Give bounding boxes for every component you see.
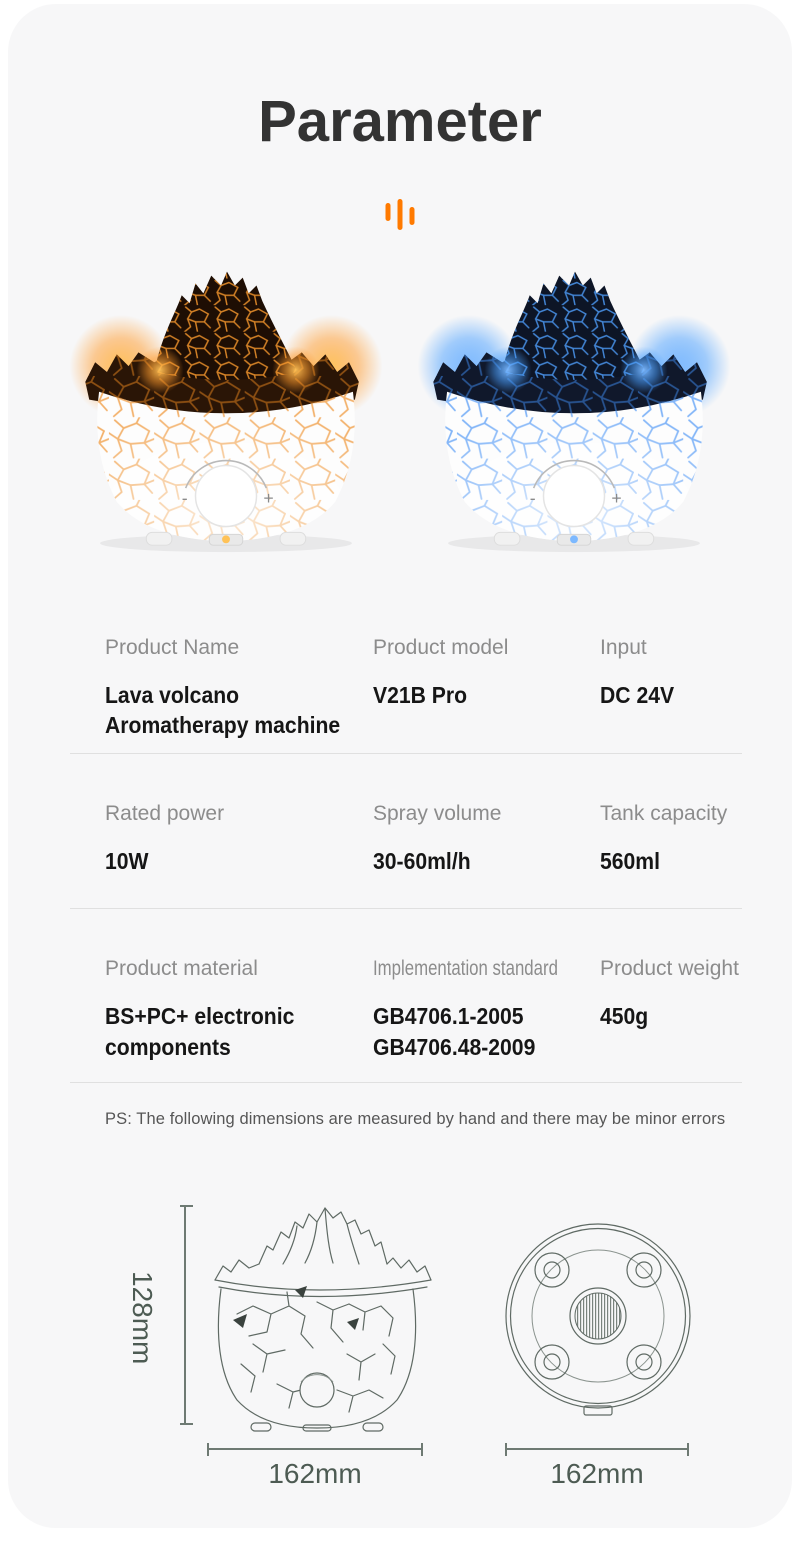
spec-cell-rated-power: Rated power 10W — [70, 802, 373, 876]
page-title: Parameter — [258, 89, 542, 154]
spec-value: GB4706.1-2005 — [373, 1003, 524, 1030]
spec-value: V21B Pro — [373, 682, 468, 709]
height-dimension-line — [180, 1205, 193, 1425]
spec-cell-product-weight: Product weight 450g — [600, 957, 742, 1062]
spec-cell-implementation-standard: Implementation standard GB4706.1-2005 GB… — [373, 957, 600, 1062]
product-image-flame-version: - + — [57, 252, 395, 557]
spec-label: Product Name — [105, 636, 240, 659]
knob-minus-label: - — [530, 488, 536, 508]
spec-value: 450g — [600, 1003, 649, 1030]
spec-label: Implementation standard — [373, 957, 558, 981]
spec-value: 560ml — [600, 847, 661, 874]
measurement-note: PS: The following dimensions are measure… — [105, 1110, 726, 1128]
bottom-diameter-dimension-line — [505, 1443, 689, 1456]
control-knob — [194, 464, 258, 528]
spec-row-2: Rated power 10W Spray volume 30-60ml/h T… — [70, 754, 742, 910]
spec-table: Product Name Lava volcano Aromatherapy m… — [70, 604, 742, 1084]
bottom-view-line-drawing — [505, 1223, 691, 1416]
spec-value: Lava volcano Aromatherapy machine — [105, 682, 341, 739]
flame-diffuser-illustration: - + — [69, 271, 383, 553]
spec-cell-tank-capacity: Tank capacity 560ml — [600, 802, 742, 876]
spec-row-1: Product Name Lava volcano Aromatherapy m… — [70, 604, 742, 754]
control-knob — [542, 464, 606, 528]
spec-value: 10W — [105, 847, 149, 874]
wave-bar — [385, 203, 391, 221]
parameter-card: Parameter — [8, 4, 792, 1528]
product-image-blue-version: - + — [405, 252, 743, 557]
wave-bar — [409, 207, 415, 225]
spec-label: Tank capacity — [600, 801, 728, 825]
sound-wave-icon — [385, 194, 415, 234]
spec-label: Product material — [105, 957, 258, 981]
spec-value: BS+PC+ electronic components — [105, 1003, 295, 1060]
front-width-dimension-label: 162mm — [268, 1458, 362, 1489]
blue-diffuser-illustration: - + — [417, 271, 731, 553]
spec-cell-product-model: Product model V21B Pro — [373, 636, 600, 741]
spec-value: DC 24V — [600, 682, 675, 709]
spec-value-line2: GB4706.48-2009 — [373, 1033, 536, 1060]
spec-cell-product-material: Product material BS+PC+ electronic compo… — [70, 957, 373, 1062]
bottom-diameter-dimension-label: 162mm — [550, 1458, 644, 1489]
spec-label: Rated power — [105, 801, 225, 825]
knob-plus-label: + — [263, 488, 273, 508]
spec-label: Input — [600, 636, 647, 659]
spec-cell-product-name: Product Name Lava volcano Aromatherapy m… — [70, 636, 373, 741]
spec-value: 30-60ml/h — [373, 847, 471, 874]
spec-row-3: Product material BS+PC+ electronic compo… — [70, 909, 742, 1084]
spec-cell-input: Input DC 24V — [600, 636, 742, 741]
wave-bar — [397, 198, 403, 230]
front-view-line-drawing — [214, 1207, 432, 1432]
knob-plus-label: + — [611, 488, 621, 508]
front-width-dimension-line — [207, 1443, 423, 1456]
knob-minus-label: - — [182, 488, 188, 508]
product-images: - + — [57, 252, 743, 557]
dimension-diagrams: 128mm — [8, 1160, 792, 1520]
spec-label: Spray volume — [373, 801, 502, 825]
height-dimension-label: 128mm — [127, 1271, 158, 1365]
spec-label: Product model — [373, 636, 509, 659]
spec-cell-spray-volume: Spray volume 30-60ml/h — [373, 802, 600, 876]
spec-label: Product weight — [600, 957, 739, 981]
